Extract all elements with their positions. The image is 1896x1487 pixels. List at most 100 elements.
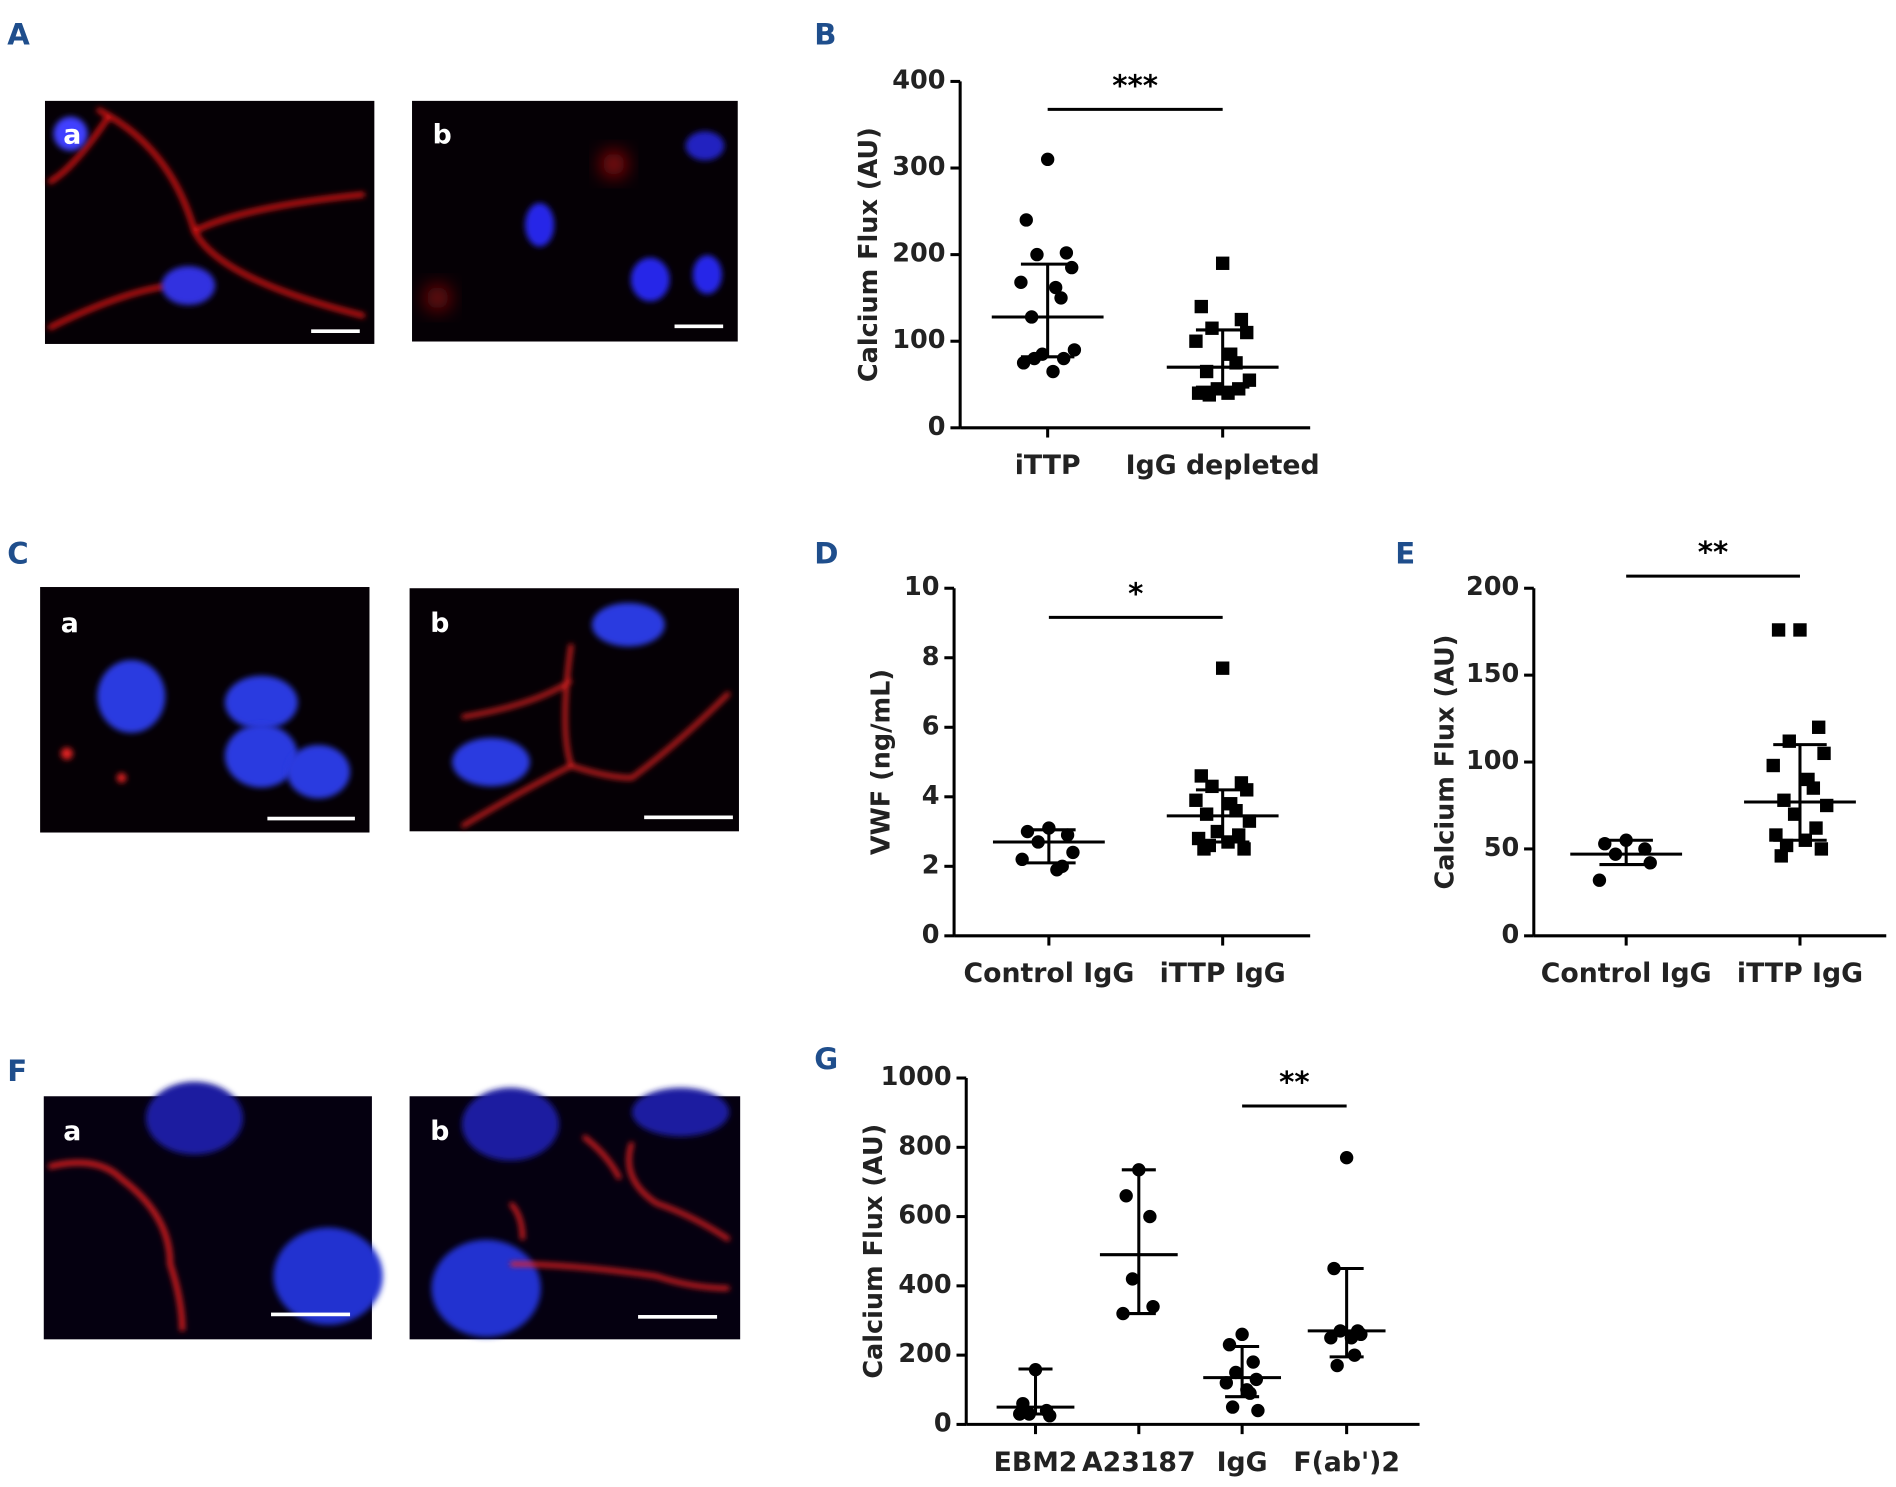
data-point <box>1030 247 1044 262</box>
data-point <box>1235 1327 1249 1342</box>
y-axis-label: Calcium Flux (AU) <box>854 127 884 382</box>
y-tick-label: 800 <box>898 1131 951 1161</box>
data-point <box>1229 1365 1243 1380</box>
data-point <box>1215 661 1230 675</box>
micrograph <box>412 100 738 342</box>
data-point <box>1638 842 1652 856</box>
y-tick-label: 100 <box>1466 746 1519 776</box>
data-point <box>1027 351 1041 366</box>
micrograph <box>40 587 370 833</box>
micrograph <box>44 100 375 344</box>
significance-label: *** <box>1112 69 1158 103</box>
y-tick-label: 0 <box>1501 920 1519 950</box>
panel-letter: A <box>7 17 30 51</box>
data-point <box>1189 793 1203 807</box>
y-axis-label: VWF (ng/mL) <box>866 669 896 855</box>
data-point <box>1242 814 1257 828</box>
data-point <box>1046 364 1060 379</box>
data-point <box>1817 746 1831 761</box>
data-point <box>1246 1355 1260 1369</box>
data-point <box>1189 334 1203 348</box>
panel-letter: B <box>814 17 836 51</box>
data-point <box>1119 1189 1133 1203</box>
data-point <box>1774 849 1788 863</box>
data-point <box>1242 373 1257 387</box>
x-tick-label: EBM2 <box>994 1447 1078 1478</box>
image-label: b <box>433 120 452 151</box>
data-point <box>1766 758 1780 773</box>
data-point <box>1225 1400 1240 1414</box>
data-point <box>1779 838 1794 853</box>
y-axis-label: Calcium Flux (AU) <box>859 1124 889 1379</box>
data-point <box>1339 1151 1354 1165</box>
y-tick-label: 150 <box>1466 659 1519 689</box>
significance-label: * <box>1128 577 1143 611</box>
image-label: b <box>430 1116 449 1147</box>
data-point <box>1232 828 1246 842</box>
data-point <box>1125 1272 1140 1286</box>
x-tick-label: Control IgG <box>964 958 1135 989</box>
y-tick-label: 600 <box>898 1201 951 1231</box>
data-point <box>1040 152 1055 167</box>
panel-letter: D <box>814 536 838 570</box>
data-point <box>1592 873 1607 887</box>
data-point <box>1205 321 1219 335</box>
data-point <box>1324 1331 1338 1345</box>
data-point <box>1191 386 1206 400</box>
panel-letter: F <box>7 1054 27 1088</box>
y-tick-label: 200 <box>898 1339 951 1369</box>
data-point <box>1219 1376 1234 1390</box>
data-point <box>1777 793 1791 807</box>
data-point <box>1042 821 1056 835</box>
y-tick-label: 300 <box>892 152 945 182</box>
image-label: a <box>61 608 79 639</box>
significance-label: ** <box>1279 1065 1310 1099</box>
micrograph <box>409 588 739 832</box>
data-point <box>1643 856 1657 870</box>
y-tick-label: 50 <box>1484 833 1520 863</box>
panel-letter: E <box>1395 536 1415 570</box>
data-point <box>1251 1403 1265 1418</box>
data-point <box>1330 1358 1344 1373</box>
data-point <box>1237 842 1251 856</box>
data-point <box>1787 807 1802 821</box>
data-point <box>1199 807 1214 821</box>
y-tick-label: 400 <box>898 1270 951 1300</box>
data-point <box>1229 804 1243 818</box>
y-tick-label: 4 <box>922 781 940 811</box>
x-tick-label: iTTP IgG <box>1737 958 1863 989</box>
x-tick-label: F(ab')2 <box>1293 1447 1400 1478</box>
data-point <box>1057 351 1071 366</box>
y-tick-label: 8 <box>922 642 940 672</box>
data-point <box>1232 382 1246 396</box>
data-point <box>1234 312 1249 327</box>
y-tick-label: 6 <box>922 711 940 741</box>
micrograph <box>409 1087 741 1340</box>
data-point <box>1215 256 1230 270</box>
data-point <box>1197 842 1211 856</box>
y-tick-label: 200 <box>1466 572 1519 602</box>
data-point <box>1809 821 1823 835</box>
panel-letter: G <box>814 1042 838 1076</box>
data-point <box>1812 720 1826 734</box>
data-point <box>1066 845 1080 860</box>
x-tick-label: iTTP IgG <box>1160 958 1286 989</box>
y-tick-label: 0 <box>928 412 946 442</box>
data-point <box>1067 343 1082 357</box>
data-point <box>1249 1372 1264 1387</box>
y-tick-label: 400 <box>892 65 945 95</box>
y-tick-label: 10 <box>904 572 940 602</box>
y-tick-label: 0 <box>934 1408 952 1438</box>
data-point <box>1143 1209 1157 1224</box>
data-point <box>1240 325 1254 340</box>
data-point <box>1043 1409 1057 1423</box>
data-point <box>1194 299 1208 314</box>
y-tick-label: 2 <box>922 850 940 880</box>
x-tick-label: Control IgG <box>1541 958 1712 989</box>
data-point <box>1194 769 1208 783</box>
data-point <box>1146 1299 1160 1314</box>
x-tick-label: IgG depleted <box>1126 450 1320 481</box>
y-axis-label: Calcium Flux (AU) <box>1430 635 1460 890</box>
data-point <box>1054 291 1068 305</box>
